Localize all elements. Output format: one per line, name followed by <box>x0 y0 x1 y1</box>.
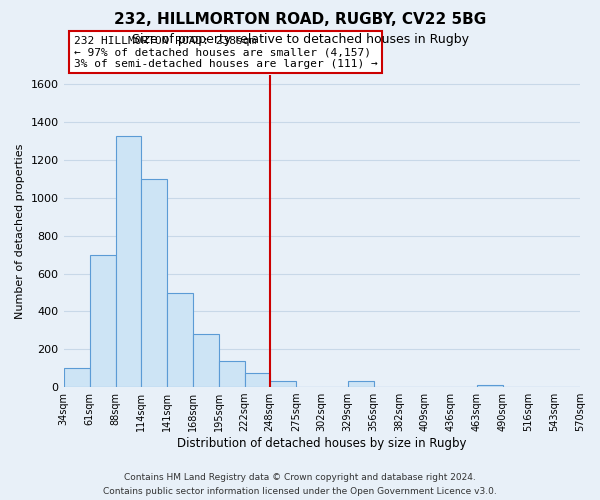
Y-axis label: Number of detached properties: Number of detached properties <box>15 144 25 318</box>
Bar <box>116 136 140 387</box>
Text: Contains HM Land Registry data © Crown copyright and database right 2024.: Contains HM Land Registry data © Crown c… <box>124 473 476 482</box>
Text: Contains public sector information licensed under the Open Government Licence v3: Contains public sector information licen… <box>103 486 497 496</box>
Bar <box>348 382 374 387</box>
Bar <box>64 368 89 387</box>
Bar <box>167 292 193 387</box>
Text: 232 HILLMORTON ROAD: 238sqm
← 97% of detached houses are smaller (4,157)
3% of s: 232 HILLMORTON ROAD: 238sqm ← 97% of det… <box>74 36 377 69</box>
Bar <box>477 385 503 387</box>
Bar <box>193 334 218 387</box>
Text: Size of property relative to detached houses in Rugby: Size of property relative to detached ho… <box>131 32 469 46</box>
Bar <box>218 360 245 387</box>
Text: 232, HILLMORTON ROAD, RUGBY, CV22 5BG: 232, HILLMORTON ROAD, RUGBY, CV22 5BG <box>114 12 486 28</box>
X-axis label: Distribution of detached houses by size in Rugby: Distribution of detached houses by size … <box>177 437 467 450</box>
Bar <box>140 179 167 387</box>
Bar <box>89 254 116 387</box>
Bar <box>245 373 270 387</box>
Bar <box>270 382 296 387</box>
